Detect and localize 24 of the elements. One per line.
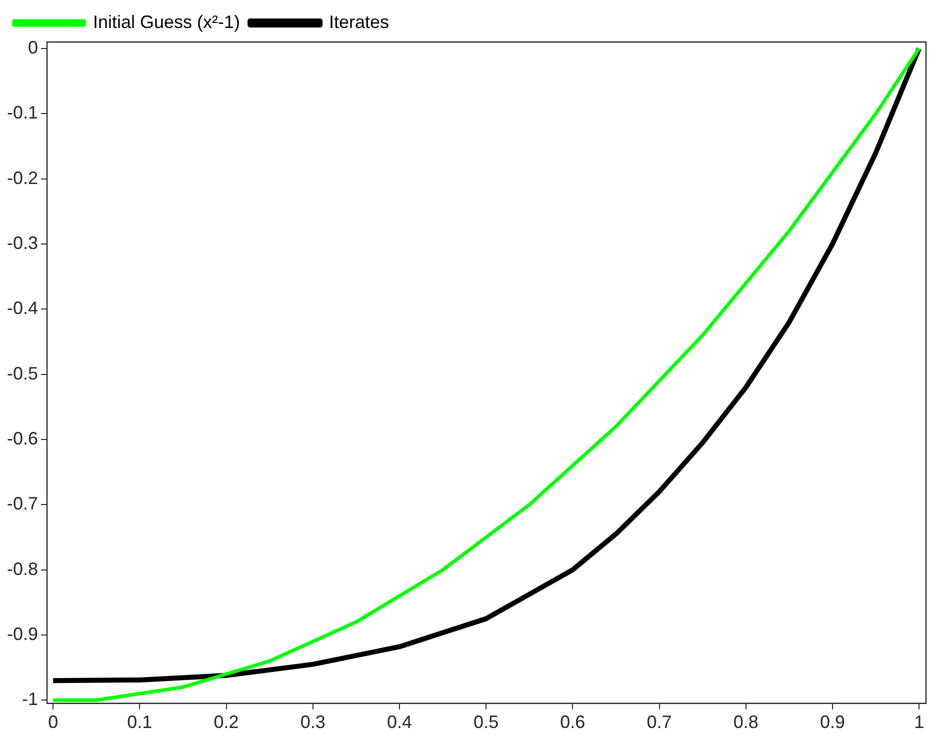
x-tick-label: 0.7 (646, 712, 672, 732)
x-tick-label: 0.4 (386, 712, 412, 732)
legend-label: Iterates (329, 12, 390, 32)
x-tick-label: 0.5 (474, 712, 499, 732)
y-tick-label: -0.5 (6, 363, 38, 384)
y-tick-label: -1 (22, 689, 38, 710)
x-tick-label: 0 (48, 712, 58, 732)
legend-label: Initial Guess (x²-1) (93, 12, 240, 32)
x-tick-label: 0.3 (300, 712, 326, 732)
x-tick-label: 0.9 (820, 712, 845, 732)
y-tick-label: 0 (28, 37, 38, 58)
y-tick-label: -0.6 (6, 428, 38, 448)
x-tick-label: 1 (914, 712, 924, 732)
x-tick-label: 0.1 (127, 712, 152, 732)
y-tick-label: -0.1 (6, 102, 38, 123)
x-tick-label: 0.8 (733, 712, 758, 732)
y-tick-label: -0.7 (6, 494, 38, 514)
y-tick-label: -0.4 (6, 298, 38, 318)
y-tick-label: -0.3 (6, 232, 38, 253)
x-tick-label: 0.2 (214, 712, 239, 732)
y-tick-label: -0.9 (6, 624, 38, 644)
y-tick-label: -0.8 (6, 558, 38, 579)
y-tick-label: -0.2 (6, 168, 38, 188)
x-tick-label: 0.6 (560, 712, 586, 732)
